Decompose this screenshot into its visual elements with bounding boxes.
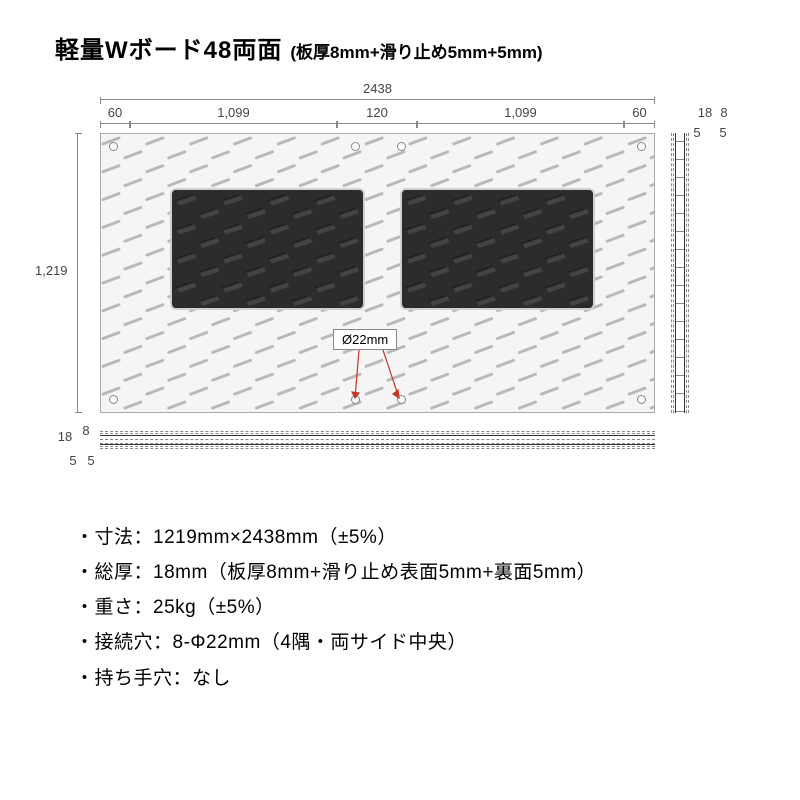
photo-front: 表面 bbox=[170, 188, 365, 310]
dim-bottom-8: 8 bbox=[79, 423, 93, 438]
spec-line: ・総厚：18mm（板厚8mm+滑り止め表面5mm+裏面5mm） bbox=[75, 555, 725, 590]
bottom-profile bbox=[100, 435, 655, 445]
title-sub: (板厚8mm+滑り止め5mm+5mm) bbox=[290, 38, 542, 63]
title-main: 軽量Wボード48両面 bbox=[55, 30, 282, 65]
hole-arrow bbox=[341, 350, 421, 410]
dim-side-5a: 5 bbox=[691, 125, 703, 140]
title-row: 軽量Wボード48両面 (板厚8mm+滑り止め5mm+5mm) bbox=[55, 30, 745, 65]
spec-line: ・接続穴：8-Φ22mm（4隅・両サイド中央） bbox=[75, 625, 725, 660]
hole bbox=[397, 142, 406, 151]
dim-side-total: 18 bbox=[695, 105, 715, 120]
dim-span2: 1,099 bbox=[417, 105, 624, 120]
photo-front-label: 表面 bbox=[239, 188, 295, 189]
dim-left-margin: 60 bbox=[100, 105, 130, 120]
side-profile bbox=[675, 133, 685, 413]
photo-back: 裏面 bbox=[400, 188, 595, 310]
hole bbox=[637, 395, 646, 404]
hole bbox=[351, 142, 360, 151]
spec-line: ・持ち手穴：なし bbox=[75, 661, 725, 696]
side-profile-rail-l bbox=[671, 133, 674, 413]
specs-list: ・寸法：1219mm×2438mm（±5%） ・総厚：18mm（板厚8mm+滑り… bbox=[75, 520, 725, 696]
dim-bottom-total: 18 bbox=[55, 429, 75, 444]
spec-line: ・重さ：25kg（±5%） bbox=[75, 590, 725, 625]
bottom-profile-rail-b bbox=[100, 446, 655, 449]
hole-size-label: Ø22mm bbox=[333, 329, 397, 350]
dim-right-margin: 60 bbox=[624, 105, 655, 120]
dim-center: 120 bbox=[337, 105, 417, 120]
bottom-profile-rail-t bbox=[100, 431, 655, 434]
dim-bottom-5b: 5 bbox=[85, 453, 97, 468]
dim-side-8: 8 bbox=[717, 105, 731, 120]
photo-back-label: 裏面 bbox=[469, 188, 525, 189]
dim-side-5b: 5 bbox=[717, 125, 729, 140]
dim-bottom-5a: 5 bbox=[67, 453, 79, 468]
spec-line: ・寸法：1219mm×2438mm（±5%） bbox=[75, 520, 725, 555]
dim-total-width: 2438 bbox=[100, 81, 655, 96]
hole bbox=[109, 142, 118, 151]
technical-diagram: 2438 60 1,099 120 1,099 60 1,219 bbox=[55, 83, 745, 503]
dim-span1: 1,099 bbox=[130, 105, 337, 120]
hole bbox=[109, 395, 118, 404]
hole bbox=[637, 142, 646, 151]
side-profile-rail-r bbox=[686, 133, 689, 413]
